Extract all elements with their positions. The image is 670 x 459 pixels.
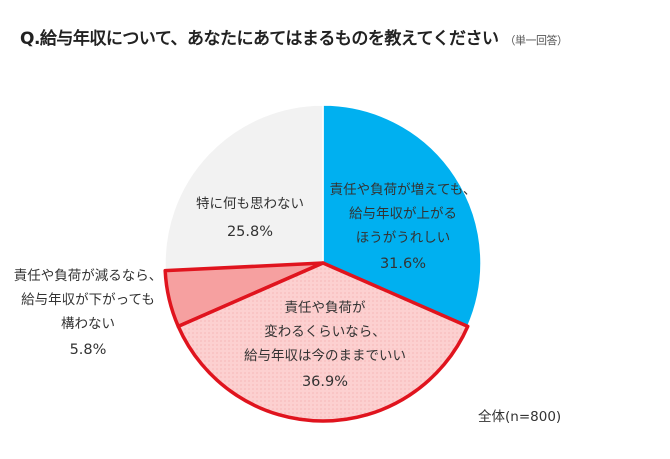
label-line: 変わるくらいなら、 — [264, 324, 386, 340]
value-label: 36.9% — [301, 374, 349, 390]
label-line: 給与年収が下がっても — [21, 292, 155, 308]
label-line: 責任や負荷が減るなら、 — [13, 268, 163, 284]
label-line: 特に何も思わない — [196, 196, 304, 212]
pie-slice-3 — [164, 104, 324, 272]
value-label: 31.6% — [379, 256, 427, 272]
label-line: 給与年収が上がる — [349, 206, 457, 222]
label-line: ほうがうれしい — [355, 230, 451, 246]
value-label: 25.8% — [226, 224, 274, 240]
slice-label-2: 責任や負荷が減るなら、 給与年収が下がっても 構わない 5.8% — [14, 264, 163, 362]
value-label: 5.8% — [69, 342, 107, 358]
label-line: 構わない — [61, 316, 115, 332]
pie-slice-0 — [322, 104, 482, 328]
pie-slice-1 — [176, 261, 470, 423]
chart-title: Q.給与年収について、あなたにあてはまるものを教えてください （単一回答） — [20, 24, 568, 49]
title-text: Q.給与年収について、あなたにあてはまるものを教えてください — [20, 29, 499, 49]
label-line: 給与年収は今のままでいい — [244, 348, 406, 364]
sample-size-note: 全体(n=800) — [478, 409, 562, 425]
label-line: 責任や負荷が — [284, 300, 366, 316]
label-line: 責任や負荷が増えても、 — [329, 182, 477, 198]
slice-label-3: 特に何も思わない 25.8% — [196, 192, 304, 244]
slice-label-1: 責任や負荷が 変わるくらいなら、 給与年収は今のままでいい 36.9% — [244, 296, 406, 394]
slice-label-0: 責任や負荷が増えても、 給与年収が上がる ほうがうれしい 31.6% — [330, 178, 477, 276]
chart-subtitle: （単一回答） — [504, 34, 569, 47]
